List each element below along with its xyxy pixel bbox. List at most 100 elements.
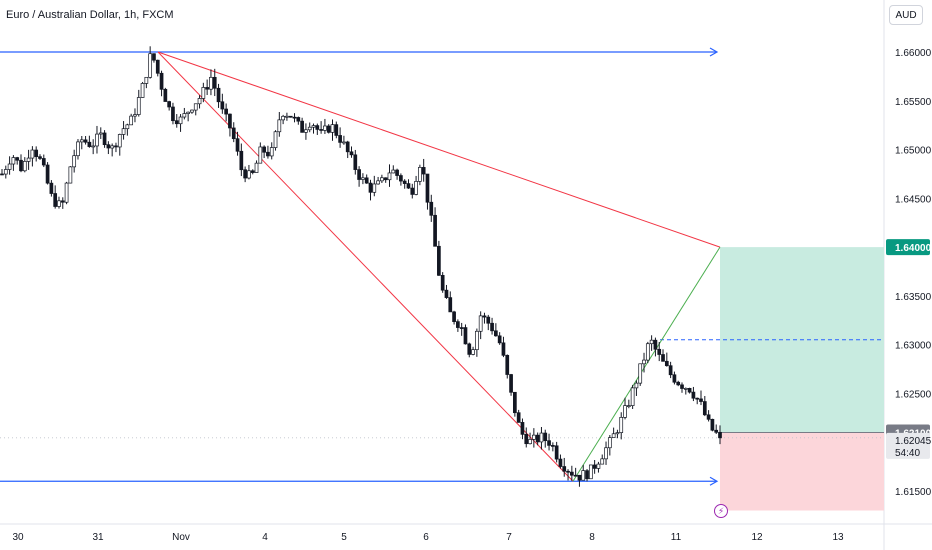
time-tick-label: 30 [12,532,24,543]
candle-body [250,170,255,173]
last-price-badge: 1.62045 [895,436,932,447]
candle-body [607,437,612,449]
candle-body [83,139,88,143]
candle-body [133,114,137,117]
candle-body [645,343,650,361]
candle-body [353,154,358,170]
candle-body [661,354,665,362]
candle-body [79,139,84,143]
candle-body [494,330,498,337]
candle-body [205,87,209,90]
candle-body [630,387,635,406]
candle-body [638,363,643,384]
candle-body [463,327,468,345]
candle-body [459,327,464,329]
candle-body [699,398,703,402]
candle-body [247,170,251,179]
candle-body [668,365,673,376]
time-tick-label: 4 [262,532,268,543]
candle-body [87,141,92,147]
candle-body [304,129,308,133]
candle-body [334,124,339,136]
candle-body [26,157,31,162]
candle-body [619,417,624,433]
candle-body [437,245,441,276]
candle-body [550,445,555,447]
candle-body [140,83,145,98]
candle-body [171,106,175,122]
candle-body [497,335,502,344]
candle-body [391,169,396,174]
candle-body [193,103,198,111]
candle-body [604,447,608,460]
candle-body [357,169,361,180]
candle-body [501,342,506,356]
level-arrowhead [709,47,719,57]
candle-body [714,429,719,433]
candle-body [34,149,39,158]
candle-body [0,173,4,176]
candle-body [15,157,20,161]
candle-body [330,124,335,133]
candle-body [64,182,69,203]
candle-body [664,360,669,367]
candle-body [19,159,23,172]
lower-trendline [157,51,574,482]
price-tick-label: 1.66000 [895,48,932,59]
candle-body [558,458,563,467]
lightning-icon[interactable]: ⚡ [714,504,728,518]
projection-line [572,246,721,482]
candle-body [345,141,350,153]
time-tick-label: 11 [671,532,682,543]
candle-body [266,151,270,157]
candle-body [421,167,426,175]
candle-body [117,134,122,148]
candle-body [125,124,130,130]
candle-body [448,297,453,313]
candle-body [201,87,206,99]
candle-body [573,474,578,477]
candle-body [395,169,399,176]
candle-body [53,193,58,207]
candle-body [718,431,722,439]
candle-body [528,439,532,445]
candle-body [399,175,403,182]
candle-body [349,151,354,156]
candle-body [695,397,700,400]
candle-body [672,374,677,383]
candle-body [634,382,639,389]
candle-body [296,117,301,122]
currency-button[interactable]: AUD [889,5,923,25]
candle-body [702,401,707,416]
candle-body [406,183,411,189]
candle-body [38,156,42,159]
candle-body [456,321,460,328]
candle-body [490,322,494,332]
candle-body [11,157,16,165]
candle-body [361,177,365,180]
candle-body [273,131,278,148]
candle-body [509,374,513,393]
candle-body [235,138,240,152]
level-arrowhead [709,476,719,486]
candle-body [478,315,483,332]
symbol-title: Euro / Australian Dollar, 1h, FXCM [6,9,174,21]
candle-body [72,155,77,168]
candle-body [615,432,620,435]
candle-body [159,72,164,90]
candle-body [60,200,65,203]
candle-body [22,161,27,172]
candle-body [364,177,369,184]
candle-body [182,113,187,118]
candle-body [342,141,346,144]
candle-body [186,111,190,114]
price-tick-label: 1.62500 [895,389,932,400]
candle-body [475,330,479,351]
candle-body [190,109,194,113]
price-tick-label: 1.65000 [895,146,932,157]
candle-body [254,162,259,173]
candle-body [262,146,266,153]
candle-body [315,125,320,130]
target-price-badge-bg [886,239,930,256]
